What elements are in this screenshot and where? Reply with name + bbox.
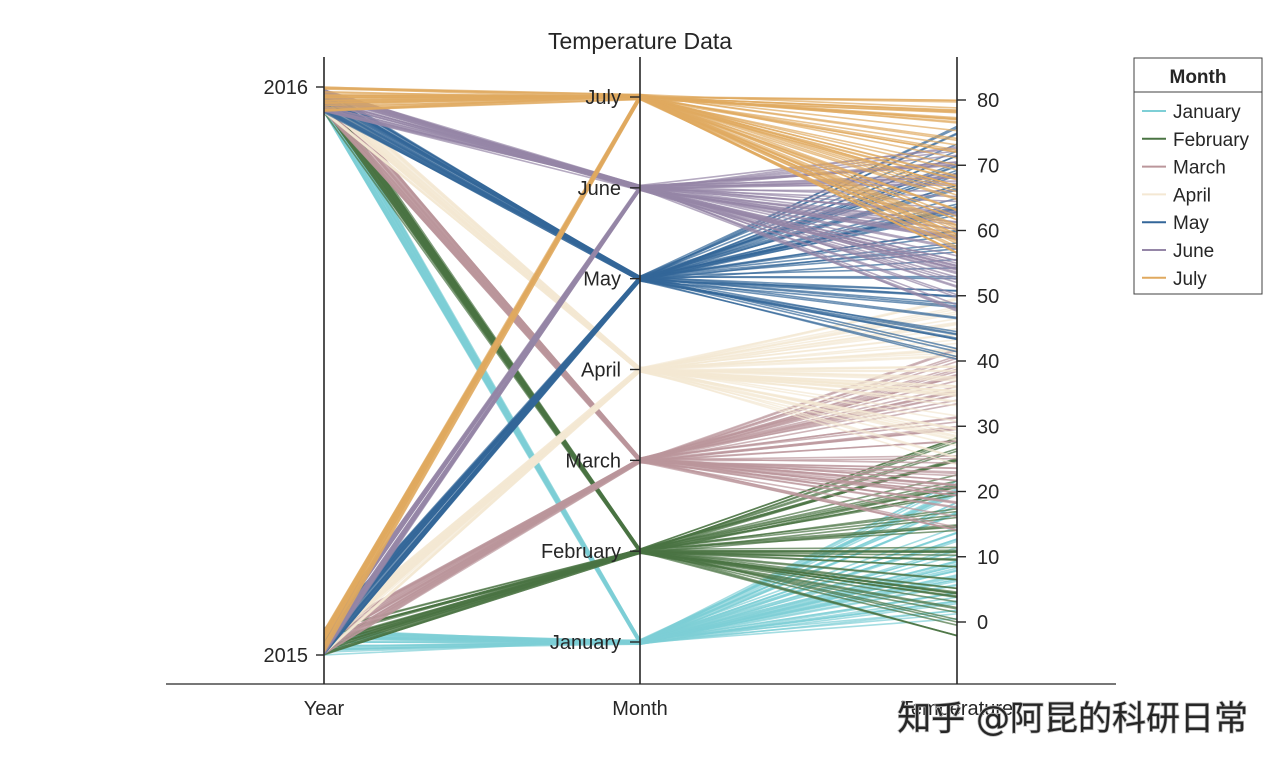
legend: Month January February March April May June Ju… [1133, 57, 1263, 295]
legend-label-february: February [1173, 130, 1250, 151]
month-tick-label: June [578, 178, 621, 200]
chart-title: Temperature Data [548, 28, 732, 54]
month-tick-label: July [585, 87, 621, 109]
legend-label-may: May [1173, 213, 1209, 234]
year-tick-label: 2015 [264, 645, 309, 667]
month-tick-label: April [581, 360, 621, 382]
legend-label-july: July [1173, 269, 1207, 290]
temperature-tick-label: 50 [977, 286, 999, 308]
watermark-text: 知乎 @阿昆的科研日常 [897, 699, 1248, 739]
legend-label-march: March [1173, 158, 1226, 179]
legend-box [1133, 57, 1263, 295]
legend-label-june: June [1173, 241, 1214, 262]
year-tick-label: 2016 [264, 77, 309, 99]
temperature-tick-label: 80 [977, 90, 999, 112]
legend-title: Month [1170, 67, 1227, 88]
axis-label-month: Month [612, 698, 668, 720]
month-tick-label: May [583, 269, 621, 291]
month-tick-label: February [541, 541, 621, 563]
legend-label-january: January [1173, 102, 1241, 123]
temperature-tick-label: 30 [977, 416, 999, 438]
temperature-tick-label: 70 [977, 155, 999, 177]
temperature-tick-label: 10 [977, 547, 999, 569]
axes: Year Month Temperature 2015 2016 January Febru… [166, 57, 1116, 720]
temperature-tick-label: 40 [977, 351, 999, 373]
temperature-tick-label: 60 [977, 221, 999, 243]
month-tick-label: March [565, 450, 621, 472]
temperature-tick-label: 0 [977, 612, 988, 634]
month-tick-label: January [550, 632, 621, 654]
axis-label-year: Year [304, 698, 345, 720]
axis-label-temperature: Temperature [901, 698, 1013, 720]
temperature-tick-label: 20 [977, 482, 999, 504]
legend-label-april: April [1173, 185, 1211, 206]
